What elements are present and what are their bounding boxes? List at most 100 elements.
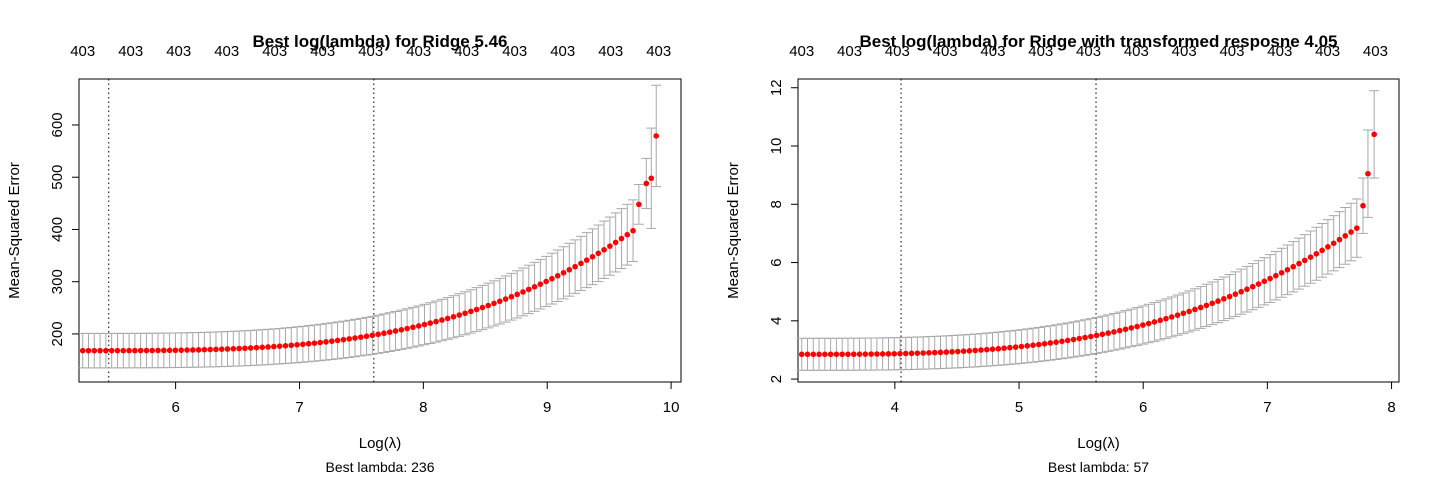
cv-point	[473, 306, 480, 313]
cv-point	[352, 335, 358, 341]
cv-point	[648, 175, 655, 182]
y-tick-label: 6	[768, 258, 785, 266]
cv-point	[1215, 298, 1221, 304]
cv-point	[595, 250, 602, 257]
cv-point	[1209, 300, 1216, 307]
cv-point	[421, 321, 428, 328]
cv-point	[427, 320, 434, 326]
cv-point	[381, 330, 387, 337]
cv-point	[983, 346, 990, 353]
x-axis: 6 7 8 9 10	[171, 382, 679, 416]
cv-point	[554, 272, 561, 279]
cv-point	[1007, 344, 1013, 351]
cv-point	[1203, 302, 1210, 309]
top-axis-label: 403	[1076, 43, 1101, 60]
cv-point	[630, 227, 636, 234]
top-axis-label: 403	[214, 43, 239, 60]
cv-point	[1290, 263, 1297, 270]
cv-point	[978, 347, 984, 353]
cv-point	[643, 180, 650, 187]
cv-point	[155, 347, 161, 354]
cv-point	[1157, 317, 1164, 324]
top-axis-label: 403	[310, 43, 335, 60]
cv-point	[1030, 342, 1036, 348]
top-axis: 403 403 403 403 403 403 403 403 403 403 403 403 403	[789, 43, 1388, 60]
cv-point	[920, 350, 926, 356]
cv-point	[549, 275, 555, 282]
top-axis-label: 403	[454, 43, 479, 60]
cv-point	[1319, 247, 1325, 254]
top-axis-label: 403	[933, 43, 958, 60]
cv-point	[1076, 335, 1083, 342]
cv-point	[271, 343, 277, 350]
cv-point	[1273, 272, 1279, 279]
cv-point	[218, 346, 225, 352]
cv-point	[1360, 202, 1366, 209]
cv-point	[578, 260, 584, 267]
cv-point	[253, 344, 260, 351]
cv-point	[636, 201, 642, 208]
cv-point	[560, 269, 567, 276]
top-axis-label: 403	[1028, 43, 1053, 60]
cv-point	[1313, 250, 1320, 257]
cv-point	[103, 347, 109, 354]
cv-point	[810, 351, 817, 358]
cv-point	[439, 317, 445, 323]
cv-point	[607, 243, 613, 249]
y-tick-label: 500	[49, 165, 66, 190]
cv-point	[224, 346, 231, 352]
cv-point	[1244, 286, 1250, 293]
cv-point	[491, 300, 497, 307]
cv-point	[822, 351, 828, 358]
cv-point	[624, 231, 631, 238]
cv-point	[1070, 336, 1077, 343]
y-tick-label: 600	[49, 112, 66, 137]
x-tick-label: 4	[891, 399, 899, 416]
cv-point	[601, 246, 607, 253]
cv-point	[300, 341, 306, 348]
cv-point	[126, 347, 132, 354]
cv-point	[1116, 327, 1123, 334]
cv-point	[1348, 229, 1354, 235]
cv-point	[317, 339, 324, 346]
error-bars	[77, 84, 662, 369]
cv-point	[1151, 319, 1158, 325]
cv-point	[850, 351, 857, 358]
top-axis-label: 403	[118, 43, 143, 60]
top-axis-label: 403	[1267, 43, 1292, 60]
cv-point	[653, 133, 660, 139]
cv-point	[798, 351, 805, 358]
cv-point	[288, 342, 295, 349]
chart-title: Best log(lambda) for Ridge with transfor…	[860, 32, 1338, 51]
cv-point	[1105, 330, 1111, 336]
cv-point	[91, 347, 98, 354]
cv-point	[1232, 291, 1239, 297]
cv-point	[114, 347, 121, 354]
cv-point	[543, 278, 549, 285]
cv-point	[178, 347, 184, 353]
cv-point	[375, 331, 381, 338]
x-tick-label: 8	[419, 399, 427, 416]
top-axis-label: 403	[1124, 43, 1149, 60]
cv-point	[1301, 257, 1308, 264]
cv-point	[120, 347, 127, 354]
cv-point	[1018, 343, 1025, 350]
y-tick-label: 300	[49, 269, 66, 294]
cv-point	[259, 344, 266, 351]
cv-points	[79, 133, 660, 354]
cv-point	[161, 347, 167, 354]
cv-point	[1134, 323, 1140, 330]
cv-point	[931, 349, 938, 356]
cv-point	[897, 350, 903, 357]
cv-point	[276, 343, 283, 349]
top-axis-label: 403	[598, 43, 623, 60]
top-axis-label: 403	[885, 43, 910, 60]
cv-point	[1053, 339, 1059, 345]
top-axis-label: 403	[980, 43, 1005, 60]
y-axis-title: Mean-Squared Error	[6, 162, 23, 299]
top-axis-label: 403	[166, 43, 191, 60]
cv-point	[479, 304, 486, 311]
cv-point	[612, 239, 619, 246]
cv-point	[1238, 288, 1244, 295]
plot-frame	[78, 78, 682, 383]
